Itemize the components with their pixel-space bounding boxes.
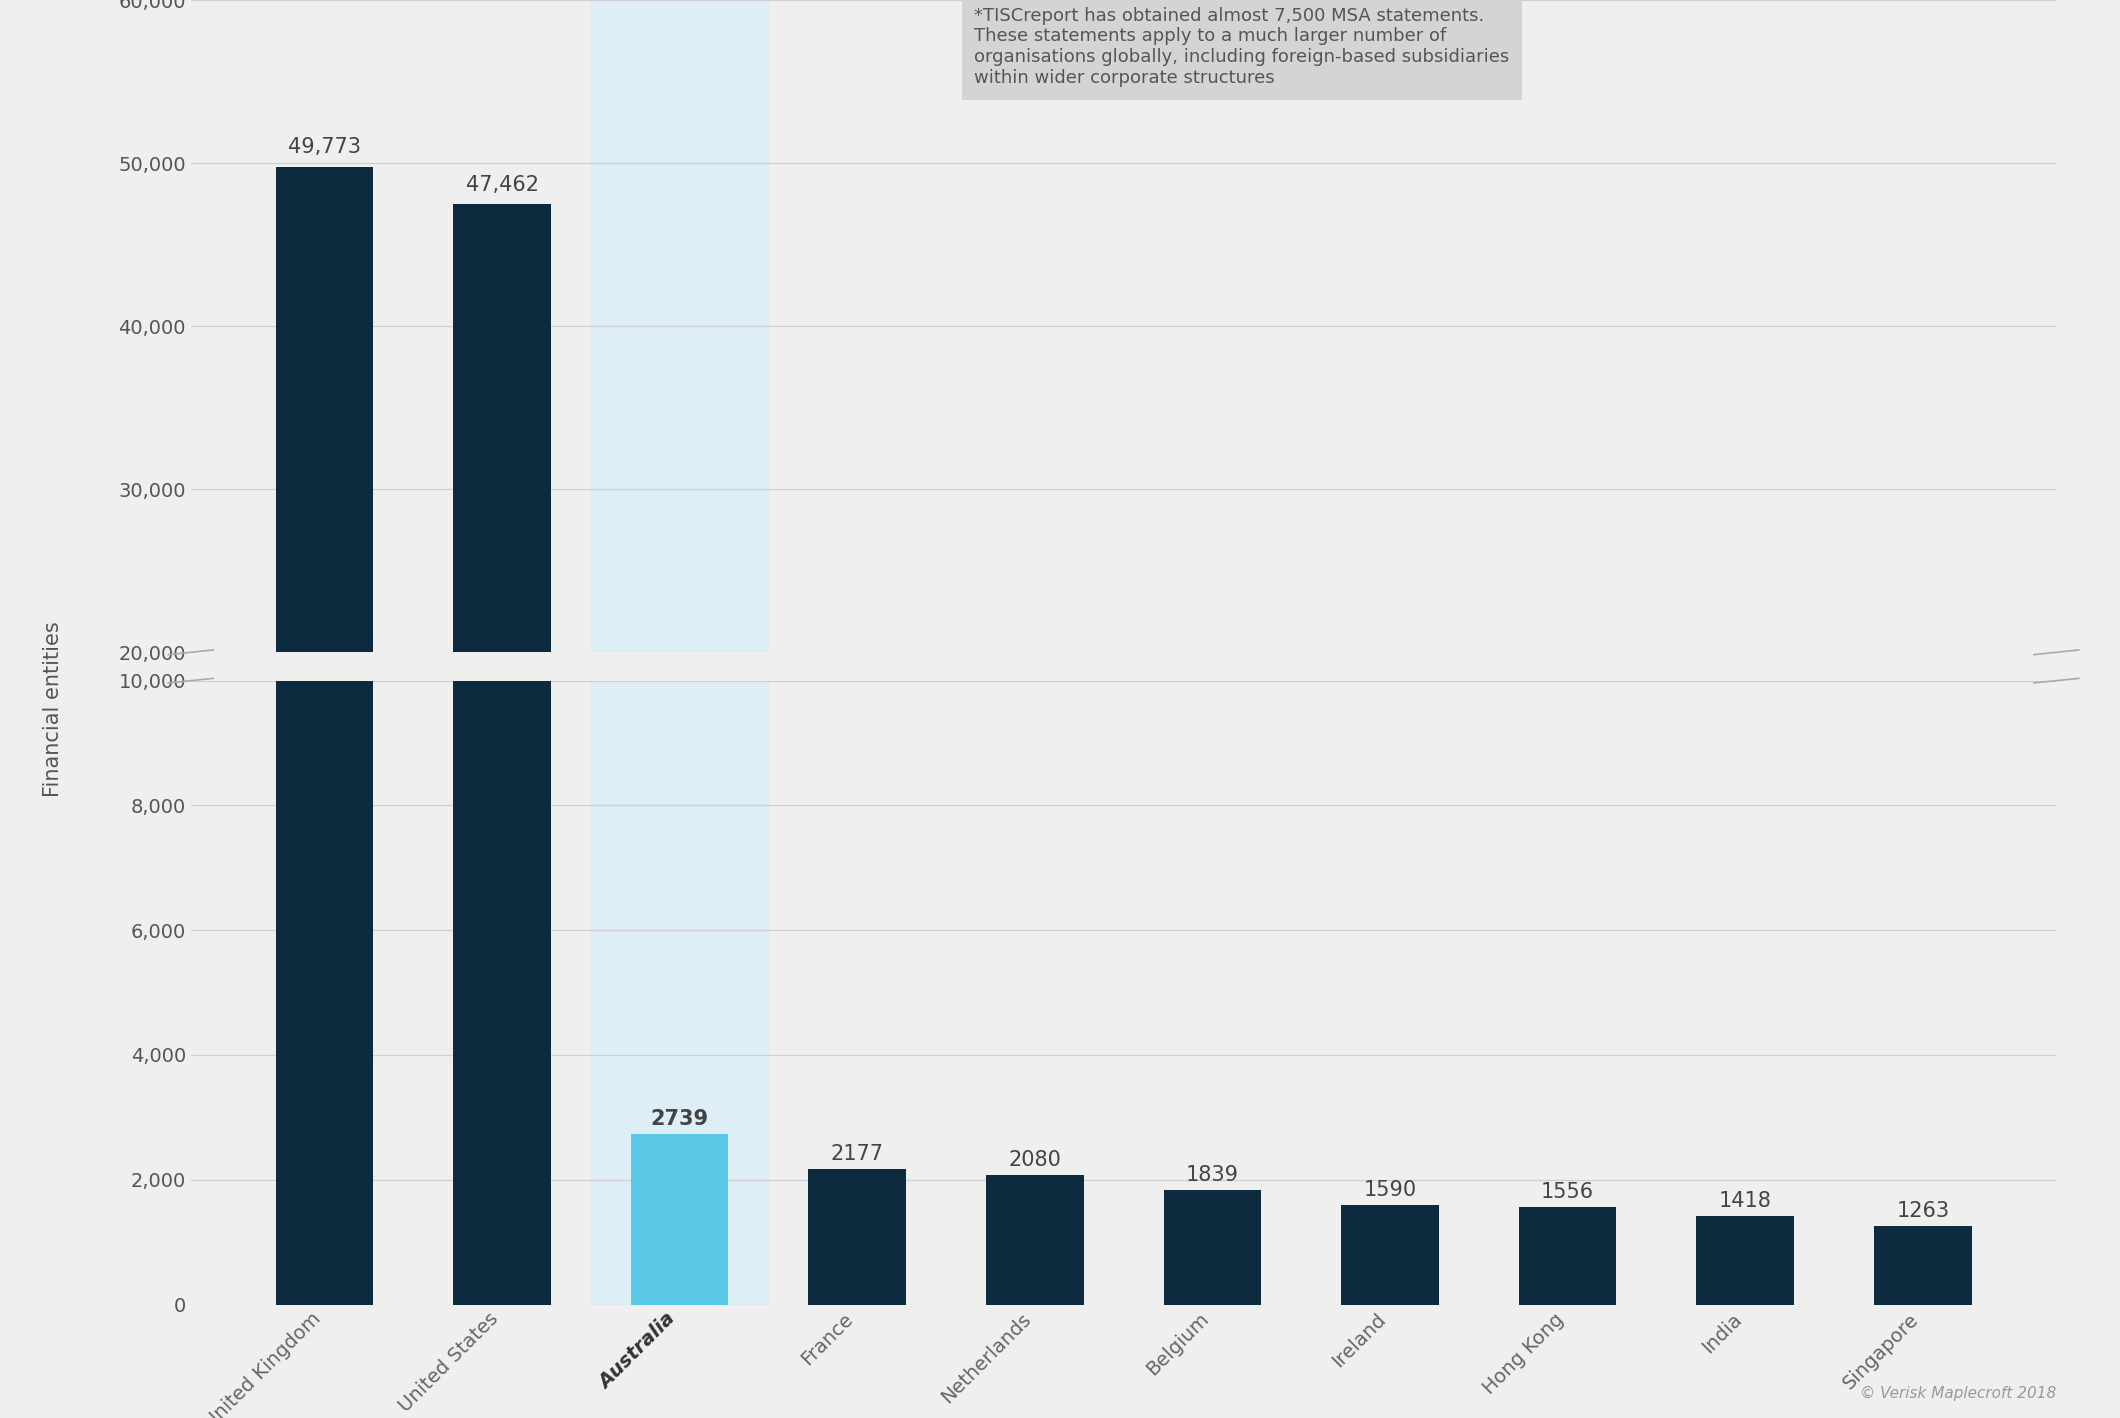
Bar (986, 944, 1083, 978)
Text: 1590: 1590 (1363, 1180, 1416, 1201)
Text: 2080: 2080 (1009, 1150, 1062, 1170)
Text: 47,462: 47,462 (466, 174, 538, 194)
Bar (632, 1133, 729, 1305)
Text: Financial entities: Financial entities (42, 621, 64, 797)
Bar (591, 681, 767, 1305)
Text: 2177: 2177 (831, 1144, 884, 1164)
Text: 1418: 1418 (1719, 1191, 1772, 1211)
Bar (1518, 953, 1615, 978)
Text: 1556: 1556 (1541, 1183, 1594, 1202)
Bar (276, 0, 373, 1305)
Bar (276, 167, 373, 978)
Bar (1518, 1208, 1615, 1305)
Bar (632, 934, 729, 978)
Bar (808, 943, 905, 978)
Text: 2739: 2739 (651, 1109, 708, 1129)
Bar (808, 1168, 905, 1305)
Bar (591, 0, 767, 652)
Text: 1263: 1263 (1895, 1201, 1948, 1221)
Text: © Verisk Maplecroft 2018: © Verisk Maplecroft 2018 (1859, 1385, 2056, 1401)
Bar (1874, 957, 1972, 978)
Bar (986, 1174, 1083, 1305)
Bar (1342, 953, 1439, 978)
Text: 1839: 1839 (1185, 1164, 1238, 1185)
Text: 49,773: 49,773 (288, 138, 360, 157)
Bar (1696, 1217, 1794, 1305)
Bar (1342, 1205, 1439, 1305)
Bar (454, 204, 551, 978)
Bar (1164, 1190, 1261, 1305)
Bar (454, 0, 551, 1305)
Bar (1874, 1225, 1972, 1305)
Text: *TISCreport has obtained almost 7,500 MSA statements.
These statements apply to : *TISCreport has obtained almost 7,500 MS… (975, 7, 1509, 86)
Bar (1164, 949, 1261, 978)
Bar (1696, 956, 1794, 978)
